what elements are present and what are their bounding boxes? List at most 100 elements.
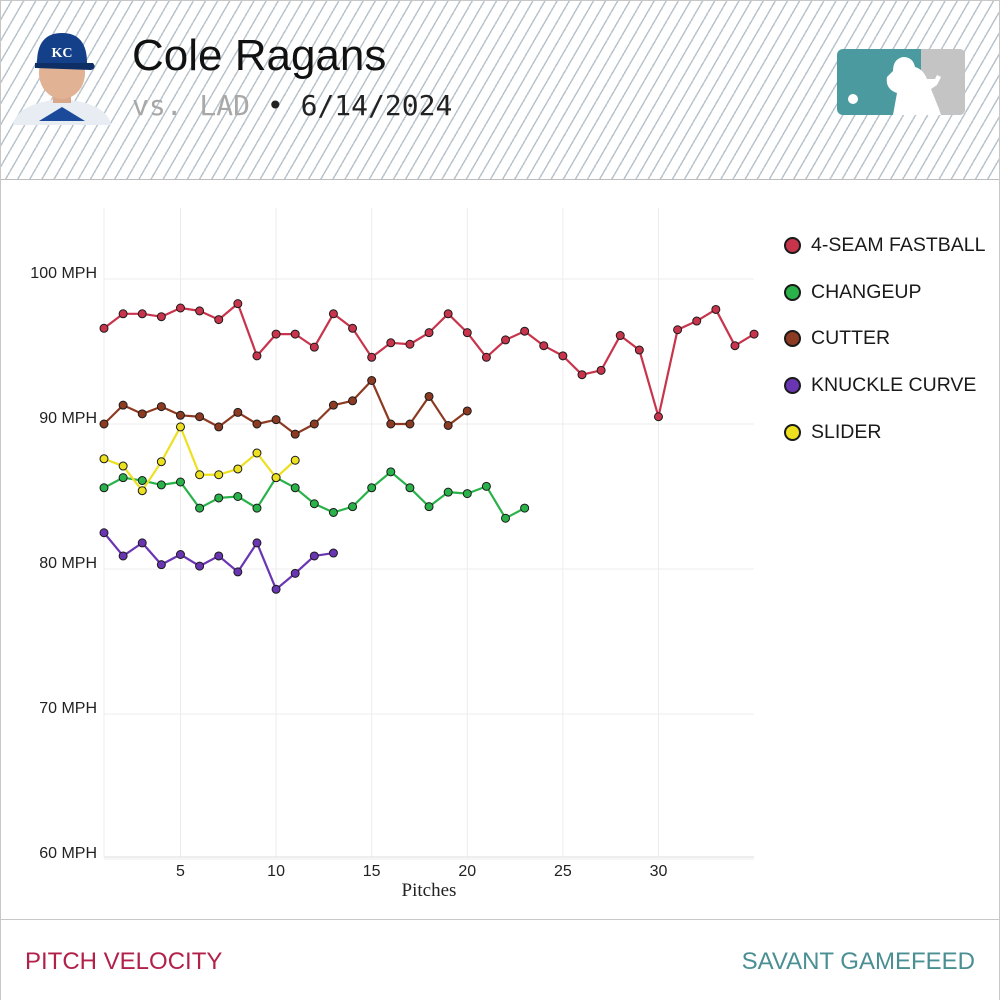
data-point-changeup xyxy=(309,499,319,509)
data-point-changeup xyxy=(481,481,491,491)
data-point-knuckle-curve xyxy=(309,551,319,561)
data-point-4-seam-fastball xyxy=(653,412,663,422)
legend-swatch xyxy=(784,330,801,348)
x-tick-label: 10 xyxy=(267,863,285,880)
chart-legend: 4-SEAM FASTBALL CHANGEUP CUTTER KNUCKLE … xyxy=(782,222,996,455)
data-point-cutter xyxy=(137,409,147,419)
data-point-4-seam-fastball xyxy=(271,329,281,339)
data-point-knuckle-curve xyxy=(233,567,243,577)
data-point-cutter xyxy=(214,422,224,432)
data-point-4-seam-fastball xyxy=(309,342,319,352)
data-point-knuckle-curve xyxy=(252,538,262,548)
legend-swatch xyxy=(784,423,801,441)
legend-label: SLIDER xyxy=(811,420,882,443)
legend-item[interactable]: SLIDER xyxy=(782,409,996,456)
data-point-changeup xyxy=(443,487,453,497)
data-point-slider xyxy=(290,455,300,465)
legend-label: CUTTER xyxy=(811,327,891,350)
data-point-knuckle-curve xyxy=(156,560,166,570)
data-point-cutter xyxy=(195,412,205,422)
legend-swatch xyxy=(784,236,801,254)
data-point-4-seam-fastball xyxy=(233,299,243,309)
data-point-knuckle-curve xyxy=(271,584,281,594)
data-point-knuckle-curve xyxy=(290,568,300,578)
data-point-knuckle-curve xyxy=(328,548,338,558)
data-point-slider xyxy=(195,470,205,480)
data-point-4-seam-fastball xyxy=(558,351,568,361)
data-point-4-seam-fastball xyxy=(539,341,549,351)
data-point-cutter xyxy=(405,419,415,429)
data-point-knuckle-curve xyxy=(118,551,128,561)
data-point-slider xyxy=(99,454,109,464)
data-point-4-seam-fastball xyxy=(481,352,491,362)
data-point-changeup xyxy=(252,503,262,513)
data-point-cutter xyxy=(367,376,377,385)
data-point-slider xyxy=(214,470,224,480)
data-point-knuckle-curve xyxy=(175,550,185,559)
data-point-slider xyxy=(175,422,185,432)
data-point-4-seam-fastball xyxy=(596,365,606,375)
data-point-4-seam-fastball xyxy=(348,323,358,333)
data-point-cutter xyxy=(386,419,396,429)
data-point-4-seam-fastball xyxy=(195,306,205,316)
data-point-cutter xyxy=(328,400,338,410)
data-point-knuckle-curve xyxy=(99,528,109,538)
footer-brand: SAVANT GAMEFEED xyxy=(741,948,975,975)
series-line-changeup xyxy=(103,470,526,520)
legend-item[interactable]: KNUCKLE CURVE xyxy=(782,362,996,409)
legend-item[interactable]: CUTTER xyxy=(782,315,996,362)
data-point-changeup xyxy=(462,489,472,499)
velocity-chart: 60 MPH 70 MPH 80 MPH 90 MPH 100 MPH 5 10 15 20 2… xyxy=(30,208,759,901)
y-tick-label: 100 MPH xyxy=(30,265,97,282)
data-point-knuckle-curve xyxy=(214,551,224,561)
data-point-4-seam-fastball xyxy=(118,309,128,319)
data-point-4-seam-fastball xyxy=(386,338,396,348)
series-line-slider xyxy=(103,425,296,492)
game-date: 6/14/2024 xyxy=(300,89,453,122)
data-point-4-seam-fastball xyxy=(462,328,472,338)
x-tick-label: 5 xyxy=(176,863,185,880)
legend-swatch xyxy=(784,376,801,394)
data-point-slider xyxy=(271,473,281,483)
data-point-4-seam-fastball xyxy=(328,309,338,319)
data-point-4-seam-fastball xyxy=(692,316,702,326)
data-point-knuckle-curve xyxy=(195,561,205,571)
game-info: vs. LAD • 6/14/2024 xyxy=(132,89,452,122)
series xyxy=(99,299,759,594)
data-point-changeup xyxy=(156,480,166,490)
data-point-4-seam-fastball xyxy=(501,335,511,345)
data-point-changeup xyxy=(233,492,243,501)
x-axis: 5 10 15 20 25 30 xyxy=(176,863,667,880)
data-point-changeup xyxy=(99,483,109,493)
data-point-4-seam-fastball xyxy=(520,326,530,336)
data-point-changeup xyxy=(367,483,377,493)
legend-item[interactable]: 4-SEAM FASTBALL xyxy=(782,222,996,269)
data-point-4-seam-fastball xyxy=(214,315,224,325)
data-point-changeup xyxy=(195,503,205,513)
data-point-knuckle-curve xyxy=(137,538,147,548)
legend-item[interactable]: CHANGEUP xyxy=(782,269,996,316)
data-point-4-seam-fastball xyxy=(634,345,644,355)
x-tick-label: 25 xyxy=(554,863,572,880)
data-point-changeup xyxy=(290,483,300,493)
data-point-cutter xyxy=(233,407,243,417)
legend-swatch xyxy=(784,283,801,301)
x-tick-label: 20 xyxy=(458,863,476,880)
separator-bullet: • xyxy=(266,89,284,122)
player-name: Cole Ragans xyxy=(132,31,387,80)
data-point-changeup xyxy=(386,467,396,477)
data-point-changeup xyxy=(118,473,128,483)
data-point-4-seam-fastball xyxy=(730,341,740,351)
y-axis: 60 MPH 70 MPH 80 MPH 90 MPH 100 MPH xyxy=(30,265,97,862)
data-point-cutter xyxy=(348,396,358,406)
cap-monogram: KC xyxy=(52,46,73,61)
data-point-changeup xyxy=(520,503,530,513)
data-point-4-seam-fastball xyxy=(367,352,377,362)
data-point-slider xyxy=(233,464,243,474)
y-tick-label: 60 MPH xyxy=(39,845,97,862)
x-tick-label: 15 xyxy=(363,863,381,880)
data-point-changeup xyxy=(348,502,358,512)
data-point-slider xyxy=(137,486,147,496)
data-point-changeup xyxy=(501,513,511,523)
data-point-cutter xyxy=(309,419,319,429)
